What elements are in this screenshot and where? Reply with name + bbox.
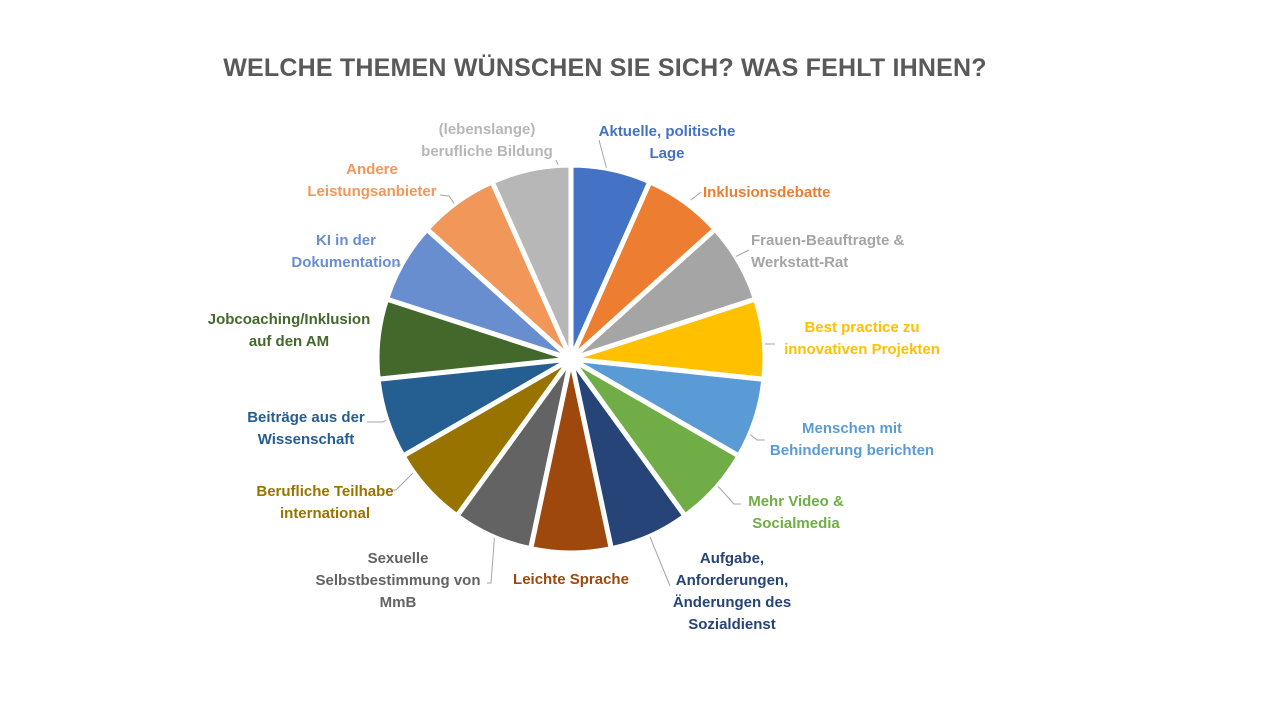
slice-label-line: Leichte Sprache xyxy=(513,571,629,588)
slice-label: Menschen mit Behinderung berichten xyxy=(770,420,934,459)
slice-label: Aktuelle, politische Lage xyxy=(599,123,736,162)
leader-line xyxy=(690,191,702,201)
pie-slice xyxy=(570,164,651,356)
slice-label: KI in der Dokumentation xyxy=(291,232,400,271)
slice-label-line: Lage xyxy=(649,145,684,162)
pie-slice xyxy=(573,360,740,516)
slice-label: Best practice zu innovativen Projekten xyxy=(784,319,940,358)
slice-label: Sexuelle Selbstbestimmung von MmB xyxy=(315,550,480,611)
leader-line xyxy=(439,194,457,207)
slice-label-line: Änderungen des xyxy=(673,594,791,611)
pie-slice xyxy=(571,362,686,549)
slice-label-line: Aufgabe, xyxy=(700,550,764,567)
leader-line xyxy=(715,483,741,505)
pie-slice xyxy=(402,360,569,516)
pie-slice xyxy=(386,229,569,358)
pie-slice xyxy=(573,229,756,358)
slice-label-line: Beiträge aus der xyxy=(247,409,365,426)
slice-labels: Aktuelle, politische Lage Inklusionsdebatt… xyxy=(208,121,940,633)
pie-slice xyxy=(456,362,571,549)
slice-label-line: KI in der xyxy=(316,232,376,249)
slice-label-line: innovativen Projekten xyxy=(784,341,940,358)
leader-line xyxy=(390,472,414,491)
slice-label: Berufliche Teilhabe international xyxy=(256,483,393,522)
slice-label-line: Berufliche Teilhabe xyxy=(256,483,393,500)
slice-label-line: international xyxy=(280,505,370,522)
pie-slices xyxy=(376,164,766,554)
leader-line xyxy=(645,526,671,587)
pie-slice xyxy=(377,359,568,457)
slice-label: Andere Leistungsanbieter xyxy=(307,161,436,200)
slice-label: Beiträge aus der Wissenschaft xyxy=(247,409,365,448)
slice-label: Leichte Sprache xyxy=(513,571,629,588)
slice-label-line: Inklusionsdebatte xyxy=(703,184,831,201)
pie-slice xyxy=(574,359,765,457)
slice-label-line: Sozialdienst xyxy=(688,616,776,633)
pie-slice xyxy=(530,362,612,554)
slice-label-line: Menschen mit xyxy=(802,420,902,437)
slice-label: Inklusionsdebatte xyxy=(703,184,831,201)
slice-label-line: Mehr Video & xyxy=(748,493,844,510)
slice-label-line: Dokumentation xyxy=(291,254,400,271)
pie-slice xyxy=(574,298,766,380)
pie-slice xyxy=(491,164,572,356)
slice-label: Aufgabe, Anforderungen, Änderungen des Sozi… xyxy=(673,550,791,633)
leader-line xyxy=(598,139,608,171)
slice-label-line: Sexuelle xyxy=(368,550,429,567)
slice-label-line: (lebenslange) xyxy=(439,121,536,138)
slice-label-line: Leistungsanbieter xyxy=(307,183,436,200)
slice-label-line: berufliche Bildung xyxy=(421,143,553,160)
slice-label-line: Best practice zu xyxy=(804,319,919,336)
slice-label-line: Frauen-Beauftragte & xyxy=(751,232,905,249)
slice-label-line: Andere xyxy=(346,161,398,178)
slice-label: Mehr Video & Socialmedia xyxy=(748,493,844,532)
pie-slice xyxy=(426,181,570,357)
chart-title: WELCHE THEMEN WÜNSCHEN SIE SICH? WAS FEH… xyxy=(223,54,987,82)
slice-label-line: MmB xyxy=(380,594,417,611)
slice-label-line: Selbstbestimmung von xyxy=(315,572,480,589)
slice-label-line: Werkstatt-Rat xyxy=(751,254,848,271)
slice-label-line: Wissenschaft xyxy=(258,431,355,448)
slice-label-line: Jobcoaching/Inklusion xyxy=(208,311,371,328)
slice-label-line: Aktuelle, politische xyxy=(599,123,736,140)
slice-label: (lebenslange) berufliche Bildung xyxy=(421,121,553,160)
pie-slice xyxy=(376,298,568,380)
slice-label: Jobcoaching/Inklusion auf den AM xyxy=(208,311,371,350)
slice-label-line: Anforderungen, xyxy=(676,572,789,589)
leader-line xyxy=(734,249,750,258)
slice-label-line: auf den AM xyxy=(249,333,329,350)
slice-label-line: Behinderung berichten xyxy=(770,442,934,459)
slice-label-line: Socialmedia xyxy=(752,515,840,532)
pie-slice xyxy=(572,181,716,357)
leader-line xyxy=(487,529,496,584)
slice-label: Frauen-Beauftragte & Werkstatt-Rat xyxy=(751,232,905,271)
